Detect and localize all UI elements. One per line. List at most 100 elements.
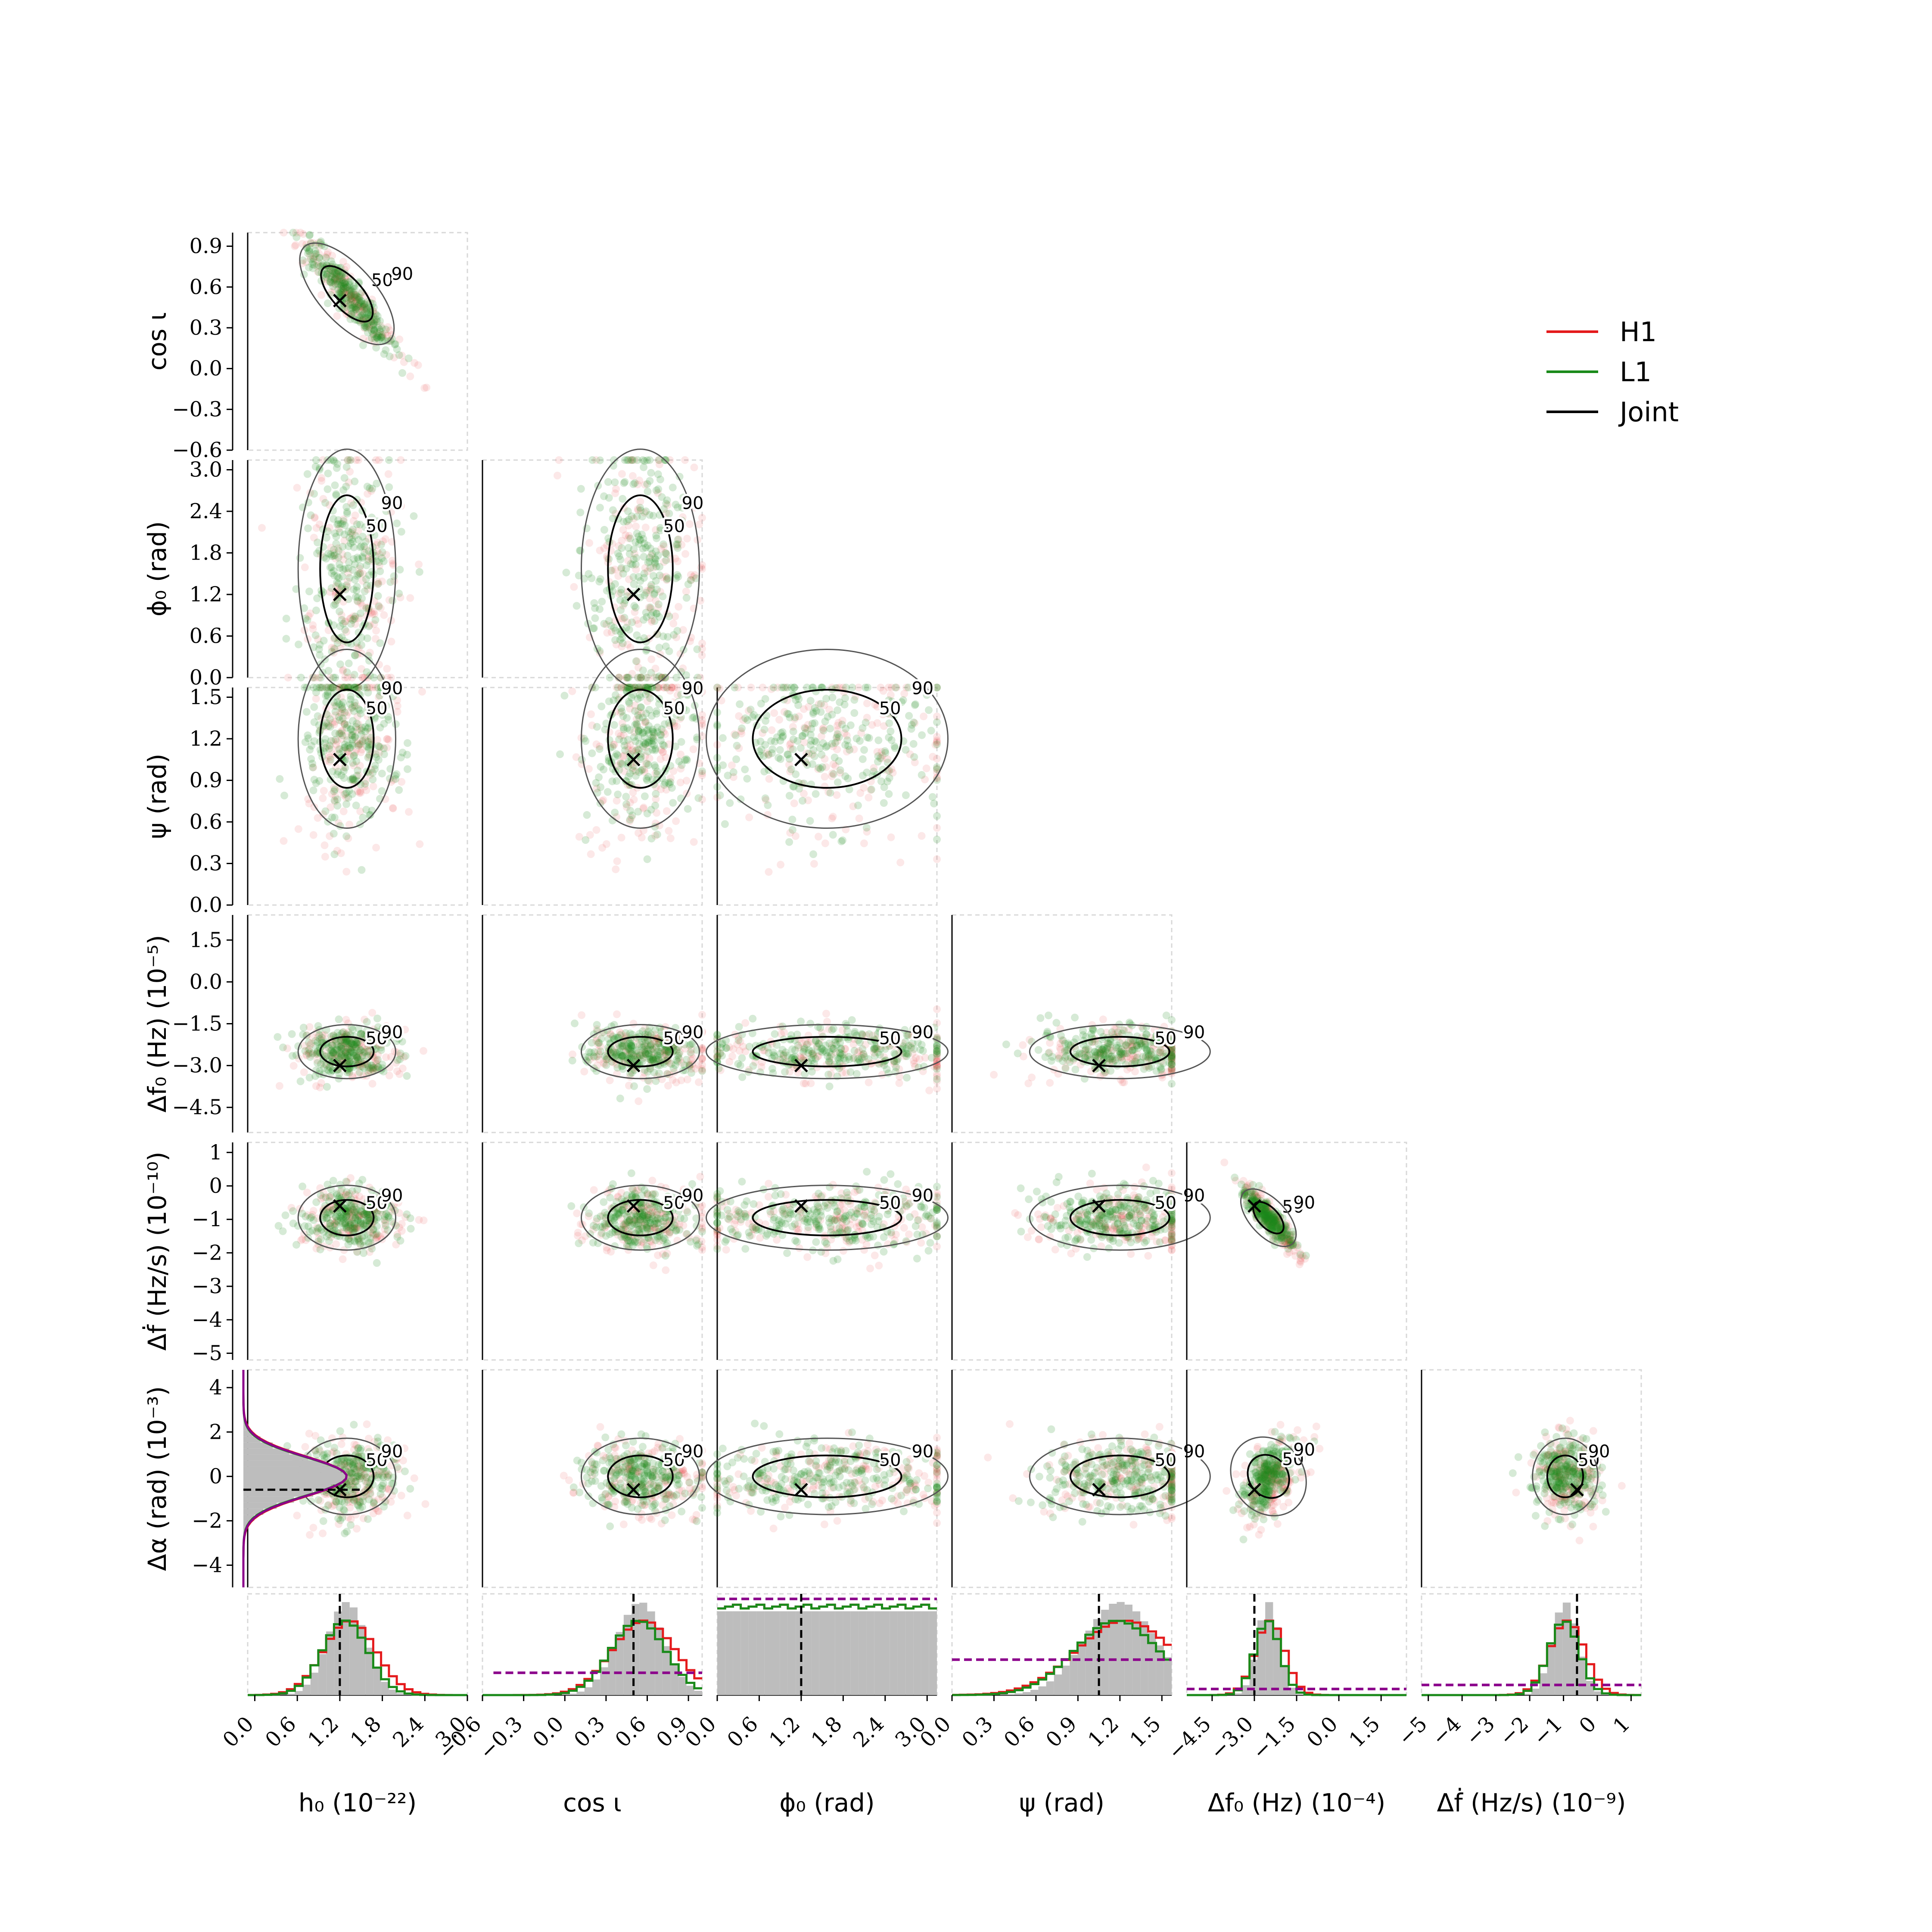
sample-point	[338, 276, 346, 284]
sample-point	[356, 520, 364, 529]
sample-point	[334, 580, 342, 588]
sample-point	[358, 297, 366, 305]
sample-point	[332, 1221, 340, 1229]
sample-point	[1145, 1052, 1153, 1060]
sample-point	[1129, 1038, 1137, 1046]
sample-point	[311, 250, 319, 258]
sample-point	[600, 544, 608, 552]
contour-label-50: 50	[366, 699, 388, 719]
sample-point	[353, 1039, 361, 1047]
sample-point	[591, 614, 599, 622]
sample-point	[358, 674, 367, 681]
sample-point	[635, 1097, 643, 1105]
sample-point	[845, 1053, 853, 1061]
sample-point	[877, 684, 885, 691]
sample-point	[384, 674, 392, 681]
y-tick-label: 0.0	[190, 893, 222, 917]
sample-point	[765, 775, 773, 783]
sample-point	[379, 337, 387, 345]
sample-point	[373, 329, 381, 337]
sample-point	[684, 805, 692, 813]
sample-point	[910, 753, 918, 761]
sample-point	[731, 731, 740, 739]
sample-point	[630, 555, 638, 563]
sample-point	[1104, 1039, 1112, 1047]
sample-point	[370, 620, 378, 628]
sample-point	[309, 264, 317, 272]
sample-point	[578, 756, 586, 764]
sample-point	[346, 286, 354, 295]
sample-point	[382, 551, 390, 559]
sample-point	[344, 577, 352, 585]
sample-point	[404, 765, 411, 773]
sample-point	[321, 744, 329, 752]
sample-point	[794, 1041, 802, 1049]
sample-point	[346, 700, 354, 708]
sample-point	[352, 306, 360, 314]
sample-point	[777, 861, 785, 869]
sample-point	[358, 665, 365, 673]
sample-point	[313, 594, 321, 602]
sample-point	[834, 778, 842, 787]
sample-point	[351, 620, 359, 628]
sample-point	[614, 572, 622, 580]
sample-point	[669, 619, 678, 628]
sample-point	[370, 325, 378, 333]
sample-point	[859, 755, 867, 763]
sample-point	[681, 550, 690, 558]
sample-point	[633, 513, 641, 521]
sample-point	[618, 470, 626, 478]
sample-point	[617, 606, 625, 614]
y-axis-label-df0: Δf₀ (Hz) (10⁻⁵)	[143, 935, 172, 1112]
sample-point	[933, 1085, 941, 1093]
sample-point	[856, 737, 864, 745]
sample-point	[821, 839, 829, 847]
sample-point	[351, 576, 359, 584]
sample-point	[362, 304, 370, 312]
sample-point	[376, 327, 384, 336]
sample-point	[302, 258, 310, 266]
sample-point	[296, 229, 305, 236]
sample-point	[573, 1209, 581, 1217]
sample-point	[622, 565, 630, 572]
sample-point	[731, 684, 739, 692]
sample-point	[1133, 1054, 1141, 1062]
sample-point	[365, 547, 373, 555]
sample-point	[627, 456, 635, 464]
contour-label-50: 50	[879, 699, 901, 719]
sample-point	[342, 281, 350, 289]
sample-point	[320, 841, 329, 849]
sample-point	[632, 566, 640, 573]
sample-point	[611, 809, 619, 817]
sample-point	[583, 811, 591, 819]
contour-label-90: 90	[381, 1186, 403, 1206]
sample-point	[345, 534, 354, 542]
sample-point	[352, 298, 360, 305]
sample-point	[698, 565, 706, 573]
sample-point	[336, 270, 344, 278]
sample-point	[334, 285, 342, 293]
sample-point	[331, 274, 339, 282]
sample-point	[306, 746, 314, 754]
sample-point	[315, 254, 323, 262]
sample-point	[384, 323, 392, 331]
contour-label-50: 50	[663, 516, 685, 536]
sample-point	[1061, 1047, 1069, 1055]
sample-point	[369, 782, 377, 790]
sample-point	[320, 637, 328, 645]
sample-point	[347, 287, 355, 295]
sample-point	[356, 298, 364, 306]
sample-point	[414, 361, 422, 369]
sample-point	[327, 1046, 335, 1055]
sample-point	[327, 278, 335, 286]
sample-point	[379, 537, 387, 545]
sample-point	[382, 346, 390, 354]
sample-point	[355, 294, 363, 302]
y-tick-label: −4.5	[172, 1095, 222, 1120]
sample-point	[345, 287, 353, 295]
sample-point	[340, 474, 348, 482]
sample-point	[330, 601, 338, 610]
sample-point	[345, 290, 353, 299]
sample-point	[738, 1073, 747, 1081]
